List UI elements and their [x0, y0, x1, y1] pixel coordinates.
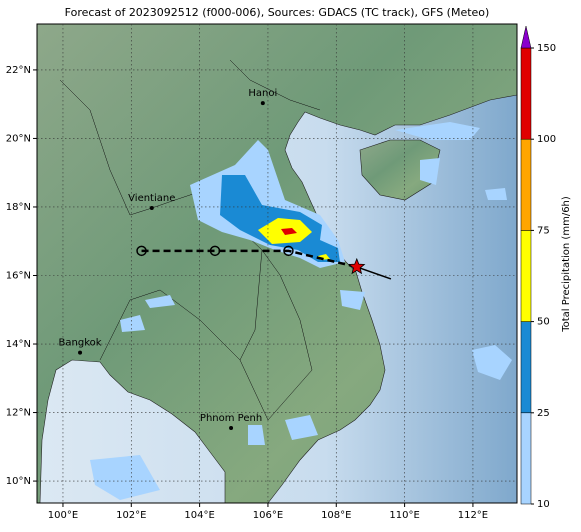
city-label: Phnom Penh	[200, 413, 262, 424]
x-tick-label: 108°E	[321, 510, 351, 521]
city-marker	[229, 425, 234, 430]
y-tick-label: 16°N	[6, 270, 31, 281]
city-label: Bangkok	[59, 338, 102, 349]
y-tick-label: 10°N	[6, 476, 31, 487]
colorbar-segment	[520, 47, 532, 140]
city-marker	[78, 350, 83, 355]
track-point	[136, 245, 147, 257]
y-tick-label: 14°N	[6, 339, 31, 350]
track-dashed	[141, 249, 358, 269]
y-tick-label: 12°N	[6, 408, 31, 419]
x-tick-label: 104°E	[184, 510, 214, 521]
borders	[59, 59, 321, 421]
city-label: Vientiane	[128, 193, 175, 204]
x-tick-label: 106°E	[253, 510, 283, 521]
track-point	[209, 245, 221, 257]
x-tick-label: 102°E	[116, 510, 146, 521]
storm-position	[348, 257, 366, 275]
y-tick-label: 20°N	[6, 133, 31, 144]
x-tick-label: 112°E	[458, 510, 488, 521]
title: Forecast of 2023092512 (f000-006), Sourc…	[65, 6, 490, 19]
colorbar-segment	[520, 412, 532, 505]
colorbar-segment	[520, 230, 532, 322]
y-tick-label: 18°N	[6, 202, 31, 213]
track-heading	[356, 266, 392, 280]
colorbar-extend	[520, 25, 532, 49]
colorbar-tick-label: 100	[537, 134, 556, 145]
city-marker	[260, 101, 265, 106]
colorbar-tick-label: 25	[537, 408, 550, 419]
y-tick-label: 22°N	[6, 65, 31, 76]
colorbar-tick-label: 50	[537, 317, 550, 328]
track-point	[283, 245, 294, 257]
city-label: Hanoi	[248, 88, 277, 99]
land	[37, 24, 517, 503]
x-tick-label: 100°E	[48, 510, 78, 521]
colorbar-label: Total Precipitation (mm/6h)	[561, 196, 572, 333]
precipitation	[90, 122, 512, 500]
colorbar-segment	[520, 138, 532, 231]
colorbar-tick-label: 10	[537, 499, 550, 510]
map-frame	[36, 23, 518, 504]
colorbar-segment	[520, 321, 532, 414]
colorbar-tick-label: 150	[537, 43, 556, 54]
colorbar-tick-label: 75	[537, 225, 550, 236]
x-tick-label: 110°E	[389, 510, 419, 521]
city-marker	[149, 205, 154, 210]
map	[37, 24, 517, 503]
